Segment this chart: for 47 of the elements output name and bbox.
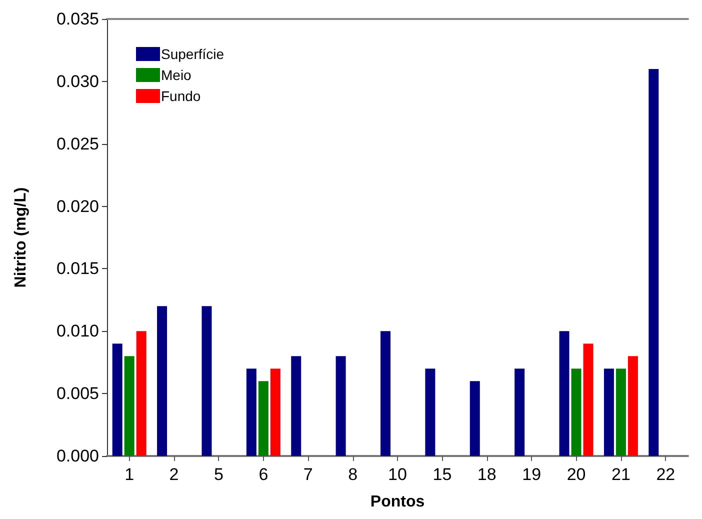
legend-label: Superfície xyxy=(161,46,224,62)
x-tick-label: 10 xyxy=(388,465,407,484)
bar xyxy=(291,356,302,456)
bar xyxy=(136,331,146,456)
y-tick-label: 0.000 xyxy=(56,446,99,466)
bar xyxy=(270,368,280,456)
bar xyxy=(202,306,212,456)
y-tick-label: 0.005 xyxy=(56,384,99,404)
y-tick-label: 0.020 xyxy=(56,196,99,216)
bar xyxy=(246,368,256,456)
y-tick-label: 0.015 xyxy=(56,259,99,278)
bar xyxy=(648,68,659,456)
bar xyxy=(604,368,614,456)
y-axis-title: Nitrito (mg/L) xyxy=(12,187,30,288)
x-tick-label: 22 xyxy=(656,465,676,484)
y-tick-label: 0.030 xyxy=(56,72,99,91)
x-tick-label: 1 xyxy=(124,465,134,484)
x-tick-label: 6 xyxy=(258,465,268,484)
x-tick-label: 2 xyxy=(169,465,179,484)
bar xyxy=(124,356,134,456)
bar xyxy=(628,356,638,456)
bar xyxy=(258,381,268,456)
bar xyxy=(514,368,525,456)
bar xyxy=(616,368,626,456)
x-tick-label: 20 xyxy=(566,465,586,484)
bar xyxy=(425,368,436,456)
x-tick-label: 18 xyxy=(477,465,496,484)
bar xyxy=(157,306,168,456)
x-tick-label: 5 xyxy=(214,465,224,484)
bar xyxy=(336,356,346,456)
x-tick-label: 7 xyxy=(303,465,313,484)
x-tick-label: 8 xyxy=(348,465,358,484)
x-tick-label: 19 xyxy=(522,465,542,484)
bar xyxy=(112,344,122,456)
y-tick-label: 0.010 xyxy=(56,322,99,341)
x-tick-label: 21 xyxy=(612,465,630,484)
bar xyxy=(559,331,570,456)
y-tick-label: 0.025 xyxy=(56,134,99,154)
bar xyxy=(583,344,594,456)
bar xyxy=(470,381,480,456)
bar xyxy=(571,368,582,456)
x-axis-title: Pontos xyxy=(370,494,425,510)
bar xyxy=(380,331,390,456)
x-tick-label: 15 xyxy=(432,465,452,484)
y-tick-label: 0.035 xyxy=(56,10,99,28)
legend-label: Fundo xyxy=(161,88,201,104)
legend-label: Meio xyxy=(161,67,192,83)
